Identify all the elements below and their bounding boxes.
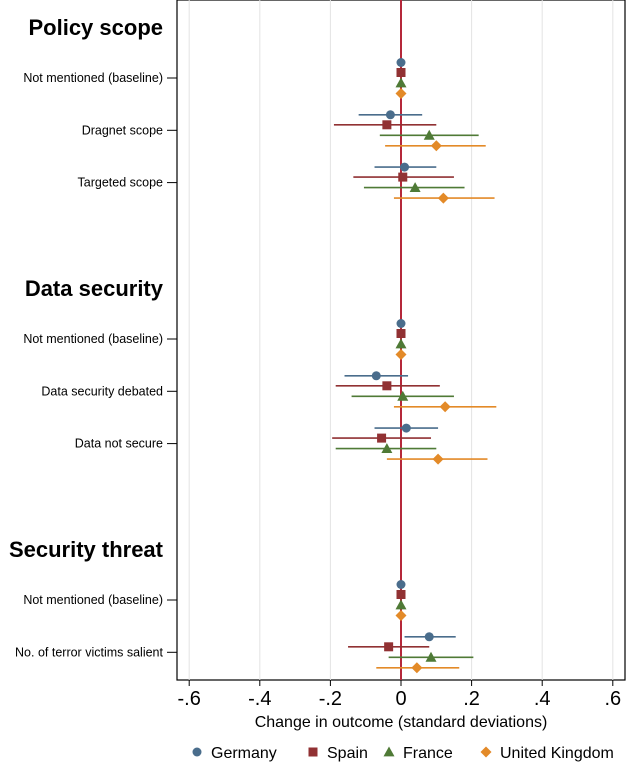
legend-marker-germany xyxy=(192,747,202,757)
point-germany xyxy=(396,58,406,67)
x-tick-label: 0 xyxy=(395,688,406,710)
legend-label-germany: Germany xyxy=(211,745,277,762)
row-label: Not mentioned (baseline) xyxy=(23,332,163,346)
row-label: Not mentioned (baseline) xyxy=(23,71,163,85)
section-title: Data security xyxy=(25,276,164,301)
point-germany xyxy=(400,162,410,172)
section-titles: Policy scope Data security Security threat xyxy=(9,15,164,562)
point-spain xyxy=(377,433,387,443)
section-title: Security threat xyxy=(9,537,164,562)
x-tick-label: -.2 xyxy=(319,688,342,710)
point-france xyxy=(395,599,407,610)
row-labels: Not mentioned (baseline) Dragnet scope Tar… xyxy=(15,71,177,659)
point-united-kingdom xyxy=(395,349,407,360)
x-axis: -.6 -.4 -.2 0 .2 .4 .6 xyxy=(178,680,621,710)
legend-marker-united-kingdom xyxy=(480,746,492,758)
point-united-kingdom xyxy=(395,610,407,621)
point-united-kingdom xyxy=(439,401,451,413)
row-label: Data security debated xyxy=(41,384,163,398)
point-france xyxy=(381,443,393,453)
point-spain xyxy=(384,642,394,652)
point-united-kingdom xyxy=(432,453,444,465)
legend-label-france: France xyxy=(403,745,453,762)
point-united-kingdom xyxy=(411,662,423,674)
section-title: Policy scope xyxy=(28,15,163,40)
point-spain xyxy=(396,590,406,599)
x-axis-title: Change in outcome (standard deviations) xyxy=(255,714,548,731)
point-spain xyxy=(396,68,406,77)
row-label: Not mentioned (baseline) xyxy=(23,593,163,607)
x-tick-label: -.4 xyxy=(248,688,271,710)
legend-label-spain: Spain xyxy=(327,745,368,762)
grid xyxy=(188,0,614,680)
legend-label-united-kingdom: United Kingdom xyxy=(500,745,614,762)
legend-marker-spain xyxy=(308,747,318,757)
point-germany xyxy=(371,371,381,381)
x-tick-label: .2 xyxy=(463,688,480,710)
row-label: Dragnet scope xyxy=(82,123,163,137)
point-germany xyxy=(396,580,406,589)
legend-marker-france xyxy=(383,746,395,757)
row-label: Targeted scope xyxy=(78,176,164,190)
point-spain xyxy=(382,120,392,130)
point-france xyxy=(395,338,407,349)
point-united-kingdom xyxy=(430,140,442,152)
x-tick-label: .4 xyxy=(534,688,551,710)
row-label: No. of terror victims salient xyxy=(15,645,163,659)
x-tick-label: -.6 xyxy=(178,688,201,710)
legend: Germany Spain France United Kingdom xyxy=(192,745,614,762)
point-france xyxy=(425,651,437,662)
point-france xyxy=(423,129,435,140)
point-spain xyxy=(398,172,408,182)
point-spain xyxy=(382,381,392,391)
point-france xyxy=(397,390,409,401)
point-germany xyxy=(424,632,434,642)
point-germany xyxy=(396,319,406,328)
point-markers xyxy=(371,58,451,674)
x-tick-label: .6 xyxy=(604,688,621,710)
point-united-kingdom xyxy=(395,88,407,99)
point-united-kingdom xyxy=(437,192,449,204)
point-france xyxy=(395,77,407,88)
point-germany xyxy=(385,110,395,120)
point-spain xyxy=(396,329,406,338)
point-france xyxy=(409,182,421,192)
point-germany xyxy=(401,423,411,433)
row-label: Data not secure xyxy=(75,437,163,451)
